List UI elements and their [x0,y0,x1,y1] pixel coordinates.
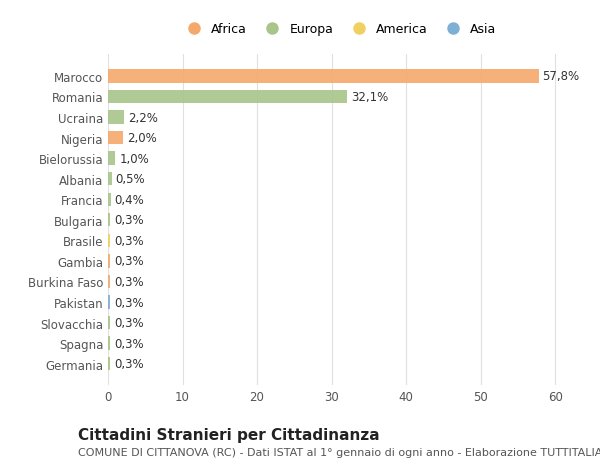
Bar [108,234,110,247]
Text: 2,2%: 2,2% [128,111,158,124]
Text: 0,3%: 0,3% [114,214,143,227]
Bar [108,275,110,289]
Bar [108,70,539,84]
Text: 0,3%: 0,3% [114,337,143,350]
Bar [108,173,112,186]
Bar [108,193,111,207]
Bar [108,90,347,104]
Text: 0,5%: 0,5% [115,173,145,186]
Text: 0,3%: 0,3% [114,358,143,370]
Bar [108,213,110,227]
Bar [108,316,110,330]
Text: 32,1%: 32,1% [351,91,388,104]
Text: 0,3%: 0,3% [114,255,143,268]
Bar [108,111,124,124]
Text: 2,0%: 2,0% [127,132,157,145]
Bar [108,255,110,268]
Text: 0,3%: 0,3% [114,275,143,288]
Bar [108,357,110,370]
Text: 0,4%: 0,4% [115,193,145,206]
Text: Cittadini Stranieri per Cittadinanza: Cittadini Stranieri per Cittadinanza [78,427,380,442]
Text: 0,3%: 0,3% [114,235,143,247]
Bar [108,152,115,165]
Bar [108,337,110,350]
Bar [108,132,123,145]
Text: 1,0%: 1,0% [119,152,149,165]
Bar [108,296,110,309]
Text: 0,3%: 0,3% [114,316,143,330]
Legend: Africa, Europa, America, Asia: Africa, Europa, America, Asia [176,18,502,41]
Text: 57,8%: 57,8% [542,70,580,83]
Text: 0,3%: 0,3% [114,296,143,309]
Text: COMUNE DI CITTANOVA (RC) - Dati ISTAT al 1° gennaio di ogni anno - Elaborazione : COMUNE DI CITTANOVA (RC) - Dati ISTAT al… [78,448,600,458]
